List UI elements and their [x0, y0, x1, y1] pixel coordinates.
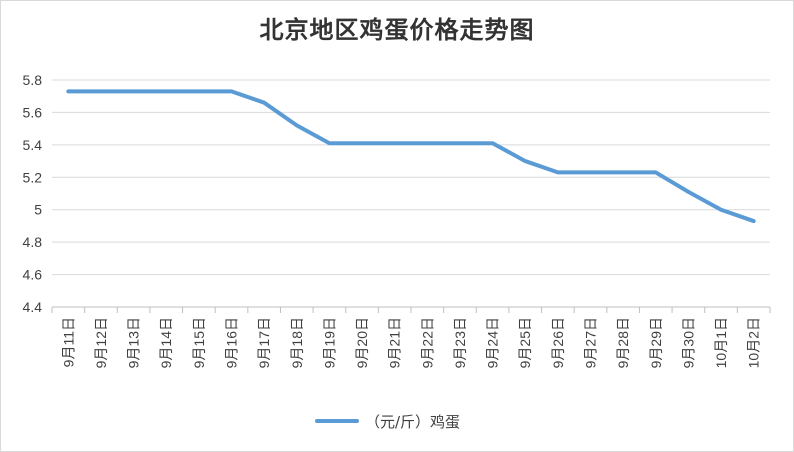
x-tick-label: 10月1日 [713, 317, 729, 368]
y-tick-label: 5.2 [23, 169, 43, 185]
x-tick-label: 9月14日 [158, 317, 174, 368]
y-tick-label: 5.8 [23, 72, 43, 88]
y-tick-label: 5 [34, 202, 42, 218]
x-axis [51, 306, 771, 313]
x-tick-label: 9月12日 [93, 317, 109, 368]
x-tick-label: 9月21日 [387, 317, 403, 368]
series-layer [66, 89, 756, 224]
x-tick-label: 9月28日 [615, 317, 631, 368]
x-axis-ticks: 9月11日 9月12日 9月13日 9月14日 9月15日 9月16日 9月17日 9月18日… [60, 317, 761, 368]
x-tick-label: 10月2日 [746, 317, 762, 368]
y-tick-label: 4.4 [23, 299, 43, 315]
x-tick-label: 9月20日 [354, 317, 370, 368]
x-tick-label: 9月30日 [680, 317, 696, 368]
x-tick-label: 9月18日 [289, 317, 305, 368]
y-axis-ticks: 4.4 4.6 4.8 5 5.2 5.4 5.6 5.8 [23, 72, 43, 315]
legend-label: （元/斤）鸡蛋 [365, 412, 461, 431]
x-tick-label: 9月23日 [452, 317, 468, 368]
x-tick-label: 9月11日 [60, 317, 76, 367]
x-tick-label: 9月24日 [485, 317, 501, 368]
gridlines [52, 79, 770, 308]
x-tick-label: 9月17日 [256, 317, 272, 368]
x-tick-label: 9月22日 [419, 317, 435, 368]
x-tick-label: 9月19日 [321, 317, 337, 368]
x-tick-label: 9月16日 [224, 317, 240, 368]
legend-swatch [315, 419, 359, 423]
x-tick-label: 9月27日 [583, 317, 599, 368]
y-tick-label: 5.6 [23, 104, 43, 120]
x-tick-label: 9月29日 [648, 317, 664, 368]
x-tick-label: 9月26日 [550, 317, 566, 368]
y-tick-label: 5.4 [23, 137, 43, 153]
legend: （元/斤）鸡蛋 [315, 410, 460, 432]
chart-title: 北京地区鸡蛋价格走势图 [259, 16, 535, 44]
y-tick-label: 4.8 [23, 234, 43, 250]
x-tick-label: 9月25日 [517, 317, 533, 368]
y-tick-label: 4.6 [23, 267, 43, 283]
series-line [66, 89, 756, 224]
x-tick-label: 9月13日 [126, 317, 142, 368]
x-tick-label: 9月15日 [191, 317, 207, 368]
